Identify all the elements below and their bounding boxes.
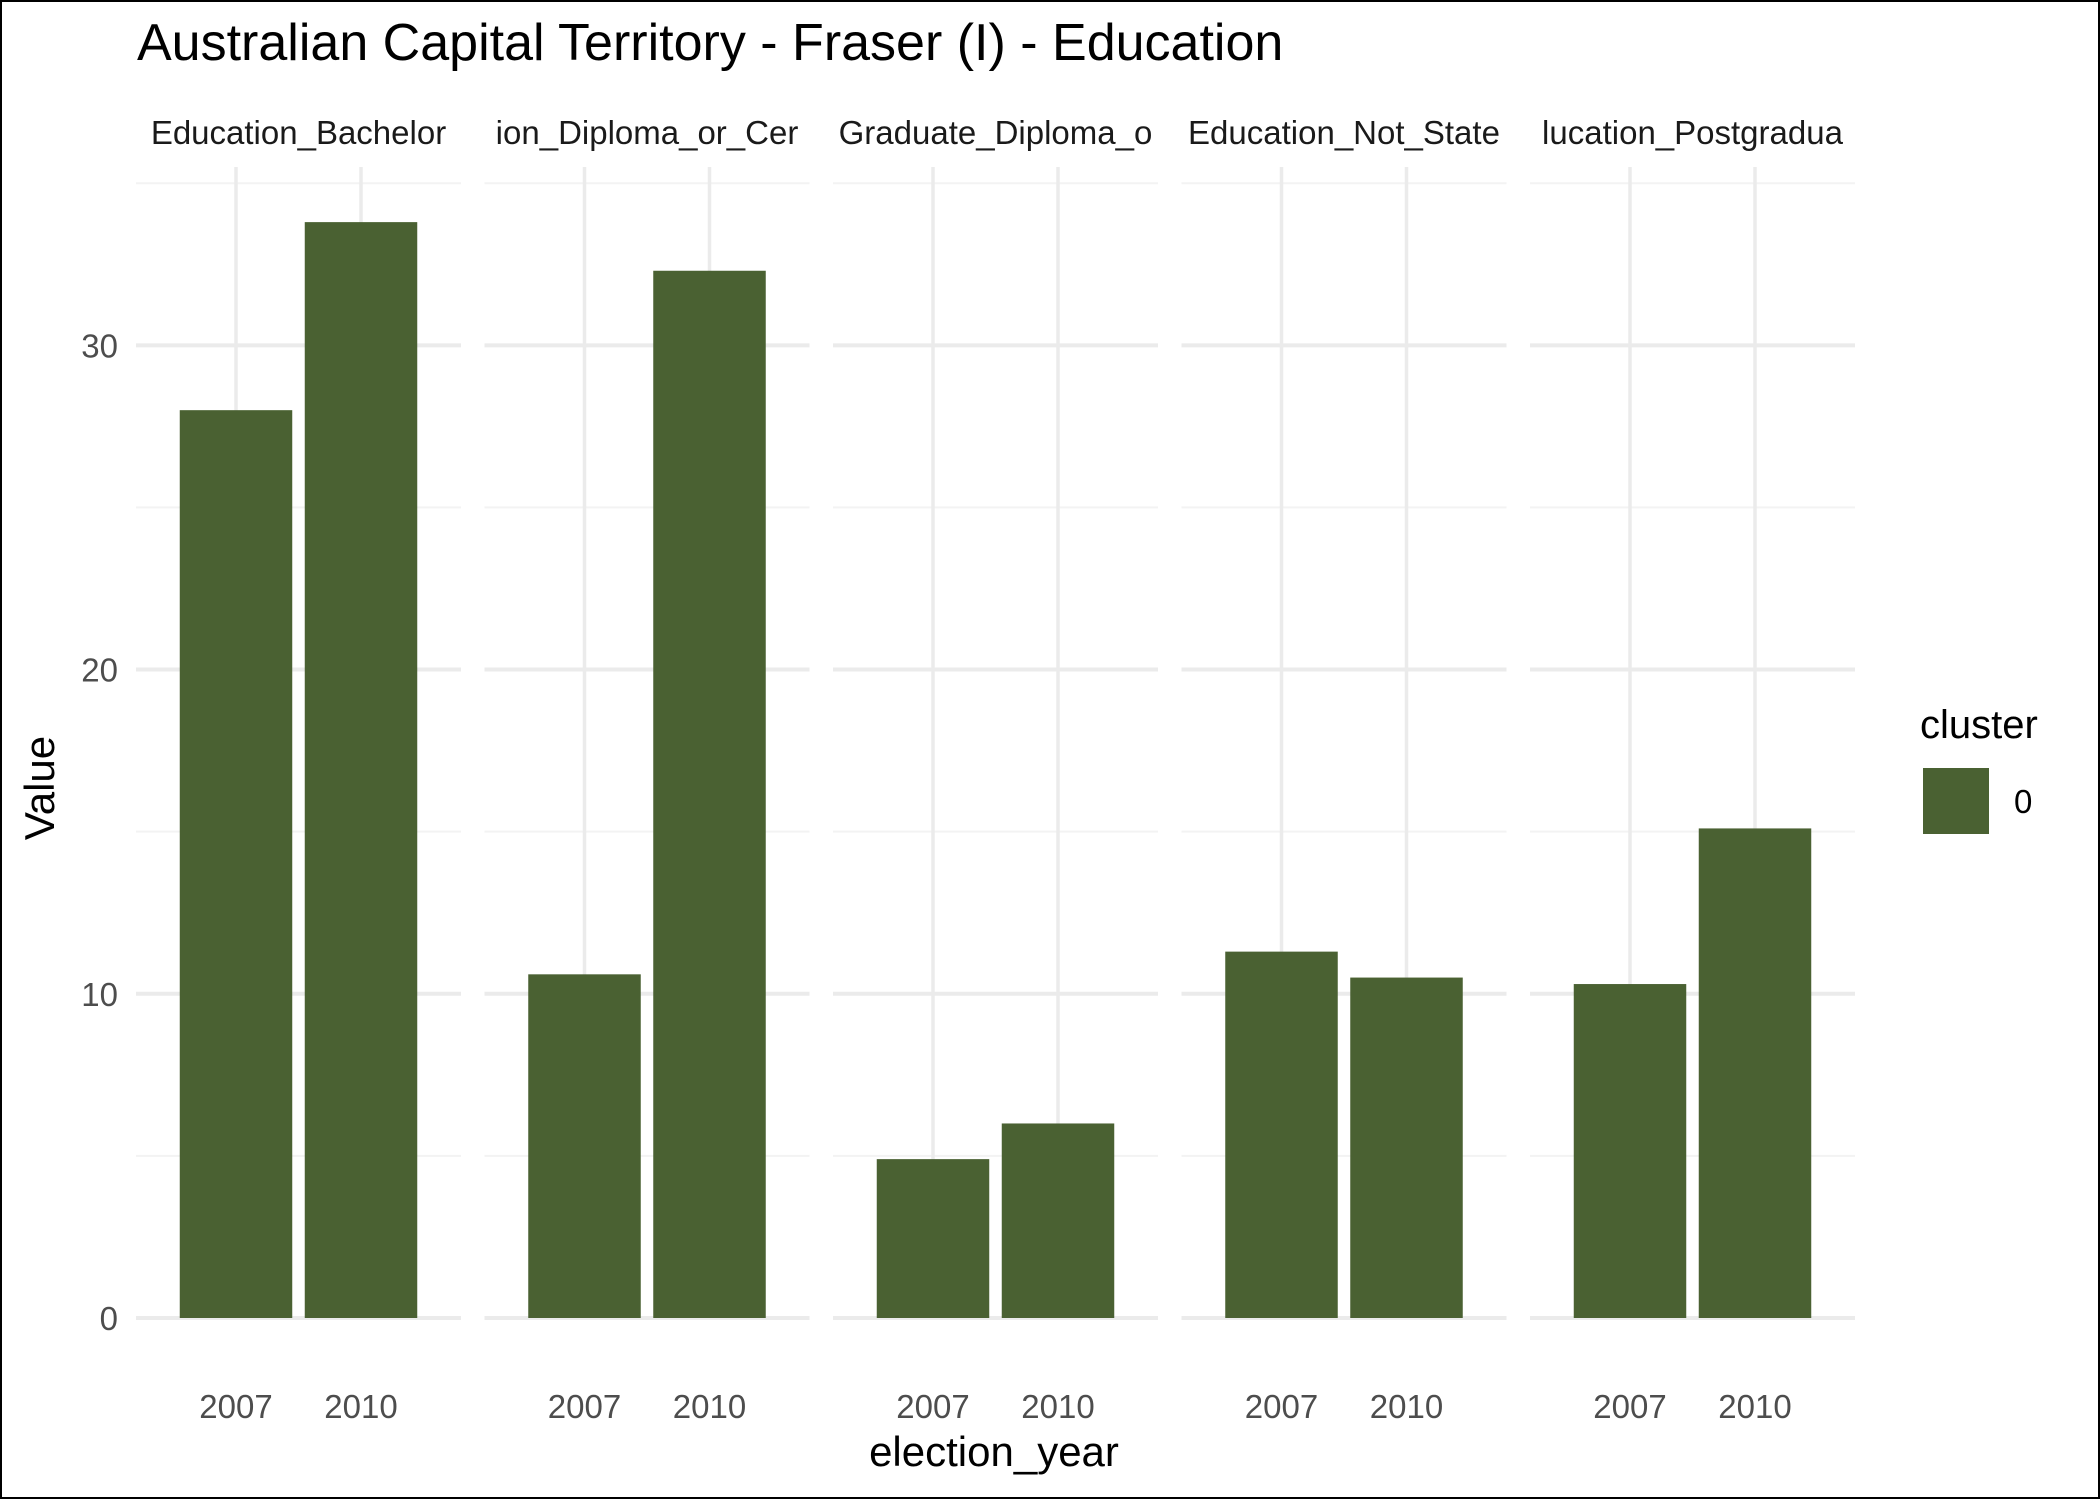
y-tick-label: 30 (81, 327, 118, 364)
bar (1001, 1123, 1115, 1318)
facets-layer: 2007 2010 Education_Bachelor 2007 2010 ion_Di… (136, 114, 1855, 1425)
bar (179, 410, 293, 1318)
x-tick-label: 2010 (673, 1388, 746, 1425)
chart-title: Australian Capital Territory - Fraser (I… (137, 14, 1283, 72)
y-tick-label: 0 (100, 1300, 118, 1337)
y-axis-title: Value (16, 736, 63, 840)
x-tick-label: 2010 (1021, 1388, 1094, 1425)
bar (528, 974, 641, 1318)
x-tick-label: 2007 (896, 1388, 969, 1425)
facet-strip-label: Education_Not_State (1188, 114, 1500, 151)
facet-strip-label: Graduate_Diploma_o (839, 114, 1153, 151)
y-tick-label: 20 (81, 652, 118, 689)
bar (1573, 984, 1687, 1318)
facet-strip-label: ion_Diploma_or_Cer (496, 114, 799, 151)
bar (876, 1159, 990, 1318)
x-tick-label: 2010 (1718, 1388, 1791, 1425)
x-tick-label: 2007 (1593, 1388, 1666, 1425)
x-tick-label: 2007 (199, 1388, 272, 1425)
y-tick-label: 10 (81, 976, 118, 1013)
legend-title: cluster (1920, 703, 2038, 747)
facet-panel: 2007 2010 Graduate_Diploma_o (833, 114, 1158, 1425)
bar (653, 270, 766, 1319)
bar (1350, 977, 1463, 1318)
legend-key-0 (1923, 768, 1989, 834)
x-tick-label: 2007 (1245, 1388, 1318, 1425)
x-tick-label: 2010 (1370, 1388, 1443, 1425)
x-axis-title: election_year (869, 1428, 1119, 1475)
facet-panel: 2007 2010 ion_Diploma_or_Cer (484, 114, 810, 1425)
x-tick-label: 2010 (324, 1388, 397, 1425)
facet-panel: 2007 2010 lucation_Postgradua (1530, 114, 1855, 1425)
facet-panel: 2007 2010 Education_Bachelor (136, 114, 461, 1425)
legend-label-0: 0 (2014, 783, 2032, 820)
x-tick-label: 2007 (548, 1388, 621, 1425)
bar (1225, 951, 1338, 1318)
legend: cluster 0 (1920, 703, 2038, 834)
bar (1698, 828, 1812, 1318)
bar (304, 222, 418, 1319)
facet-strip-label: Education_Bachelor (151, 114, 446, 151)
facet-strip-label: lucation_Postgradua (1542, 114, 1844, 151)
facet-panel: 2007 2010 Education_Not_State (1181, 114, 1507, 1425)
